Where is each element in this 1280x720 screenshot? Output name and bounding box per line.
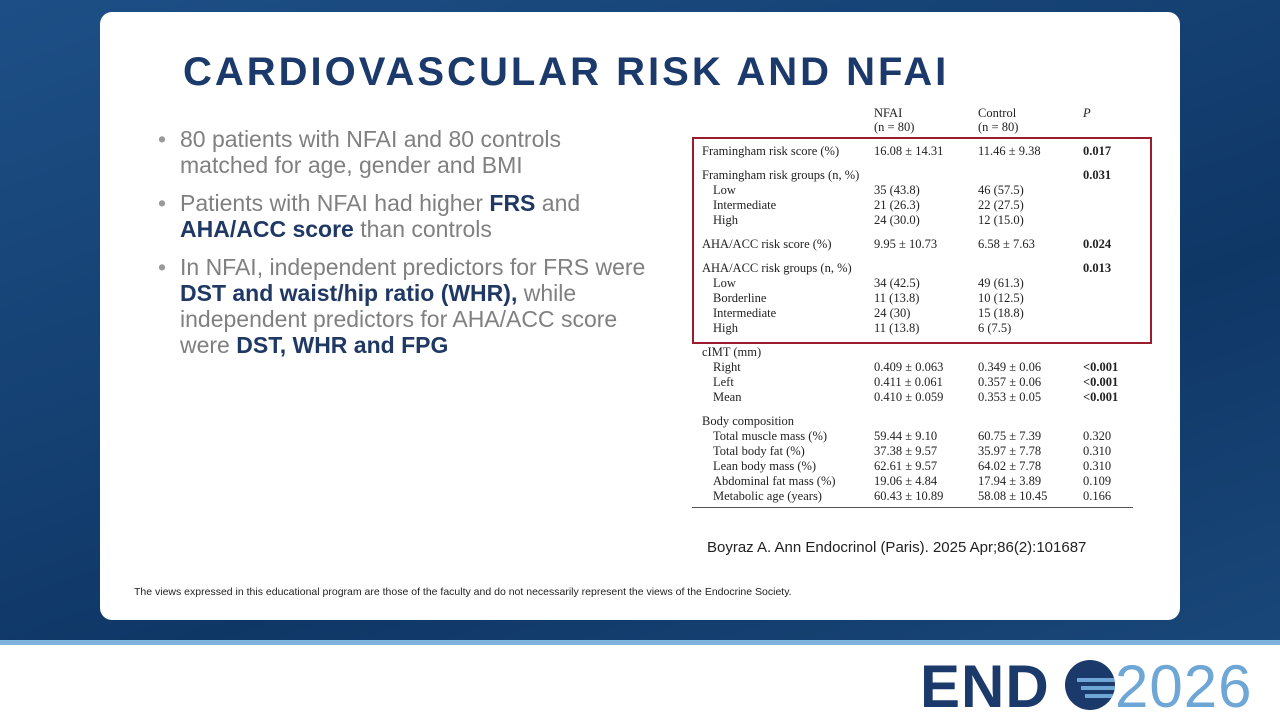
bullet: 80 patients with NFAI and 80 controls ma… [158,126,650,178]
row-label: Framingham risk score (%) [702,144,840,158]
row-label: High [713,321,738,335]
cell: 0.411 ± 0.061 [874,375,943,389]
bullet: In NFAI, independent predictors for FRS … [158,254,650,358]
cell: 6 (7.5) [978,321,1012,335]
row-label: Framingham risk groups (n, %) [702,168,860,182]
bold-text: DST and waist/hip ratio (WHR), [180,280,518,306]
row-label: Low [713,276,736,290]
row-label: cIMT (mm) [702,345,762,359]
cell: <0.001 [1083,390,1119,404]
row-label: Total body fat (%) [713,444,805,458]
cell: 0.024 [1083,237,1112,251]
cell: 6.58 ± 7.63 [978,237,1035,251]
row-label: Mean [713,390,742,404]
cell: 0.310 [1083,459,1112,473]
cell: 0.320 [1083,429,1112,443]
column-subheader: (n = 80) [978,120,1019,134]
cell: 60.43 ± 10.89 [874,489,944,503]
cell: 0.109 [1083,474,1112,488]
row-label: AHA/ACC risk groups (n, %) [702,261,852,275]
cell: 34 (42.5) [874,276,920,290]
cell: 12 (15.0) [978,213,1024,227]
cell: 11 (13.8) [874,321,920,335]
bold-text: FRS [489,190,536,216]
highlight-box [692,137,1152,344]
row-label: Intermediate [713,198,777,212]
column-header: Control [978,106,1017,120]
cell: 60.75 ± 7.39 [978,429,1042,443]
cell: 21 (26.3) [874,198,920,212]
cell: 9.95 ± 10.73 [874,237,938,251]
cell: 59.44 ± 9.10 [874,429,938,443]
cell: 0.409 ± 0.063 [874,360,944,374]
table-rule [692,507,1133,508]
row-label: Intermediate [713,306,777,320]
row-label: Left [713,375,734,389]
row-label: Lean body mass (%) [713,459,817,473]
bullet-list: 80 patients with NFAI and 80 controls ma… [158,126,650,370]
row-label: AHA/ACC risk score (%) [702,237,832,251]
slide-title: CARDIOVASCULAR RISK AND NFAI [183,50,950,94]
text: and [535,190,581,216]
cell: 46 (57.5) [978,183,1024,197]
row-label: Metabolic age (years) [713,489,822,503]
bold-text: AHA/ACC score [180,216,354,242]
cell: 62.61 ± 9.57 [874,459,938,473]
cell: <0.001 [1083,375,1119,389]
cell: 0.031 [1083,168,1112,182]
cell: 37.38 ± 9.57 [874,444,938,458]
cell: 17.94 ± 3.89 [978,474,1042,488]
row-label: Abdominal fat mass (%) [713,474,836,488]
cell: 35 (43.8) [874,183,920,197]
cell: 0.410 ± 0.059 [874,390,944,404]
disclaimer: The views expressed in this educational … [134,586,792,598]
cell: 11 (13.8) [874,291,920,305]
cell: 0.017 [1083,144,1112,158]
row-label: Borderline [713,291,767,305]
text: than controls [353,216,492,242]
row-label: Low [713,183,736,197]
cell: 0.013 [1083,261,1112,275]
text: Patients with NFAI had higher [180,190,490,216]
row-label: Body composition [702,414,795,428]
cell: 49 (61.3) [978,276,1024,290]
bullet: Patients with NFAI had higher FRS and AH… [158,190,650,242]
cell: 35.97 ± 7.78 [978,444,1042,458]
logo-year: 2026 [1115,653,1253,720]
cell: 0.166 [1083,489,1112,503]
text: while independent predictors for AHA/ACC… [180,280,618,358]
row-label: Total muscle mass (%) [713,429,828,443]
row-label: Right [713,360,741,374]
cell: 24 (30) [874,306,911,320]
column-header: P [1083,106,1091,120]
citation: Boyraz A. Ann Endocrinol (Paris). 2025 A… [707,539,1087,556]
cell: 58.08 ± 10.45 [978,489,1048,503]
cell: 11.46 ± 9.38 [978,144,1041,158]
row-label: High [713,213,738,227]
cell: 0.353 ± 0.05 [978,390,1042,404]
cell: 10 (12.5) [978,291,1024,305]
cell: <0.001 [1083,360,1119,374]
column-subheader: (n = 80) [874,120,915,134]
logo-text: END [920,653,1050,720]
cell: 0.349 ± 0.06 [978,360,1042,374]
text: In NFAI, independent predictors for FRS … [180,254,646,280]
text: 80 patients with NFAI and 80 controls ma… [180,126,561,178]
cell: 19.06 ± 4.84 [874,474,938,488]
cell: 16.08 ± 14.31 [874,144,944,158]
bold-text: DST, WHR and FPG [236,332,449,358]
logo-globe [1065,660,1115,710]
column-header: NFAI [874,106,903,120]
cell: 64.02 ± 7.78 [978,459,1042,473]
cell: 0.357 ± 0.06 [978,375,1042,389]
cell: 22 (27.5) [978,198,1024,212]
cell: 15 (18.8) [978,306,1024,320]
cell: 24 (30.0) [874,213,920,227]
cell: 0.310 [1083,444,1112,458]
